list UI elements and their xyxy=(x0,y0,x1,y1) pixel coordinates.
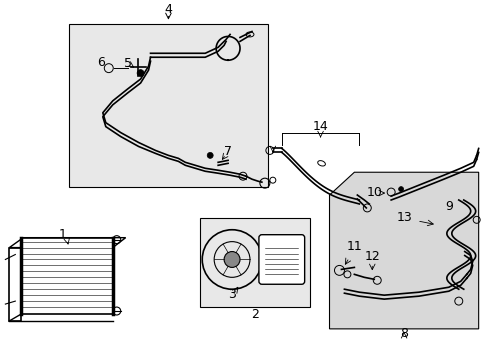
Circle shape xyxy=(207,152,213,158)
Text: 8: 8 xyxy=(399,327,407,340)
Circle shape xyxy=(137,69,144,77)
FancyBboxPatch shape xyxy=(258,235,304,284)
Text: 11: 11 xyxy=(346,240,362,253)
Text: 6: 6 xyxy=(97,56,104,69)
Text: 7: 7 xyxy=(224,145,232,158)
Bar xyxy=(69,23,267,187)
Polygon shape xyxy=(9,238,125,248)
Text: 2: 2 xyxy=(250,307,258,320)
Text: 14: 14 xyxy=(312,120,328,133)
Text: 5: 5 xyxy=(123,57,131,70)
Polygon shape xyxy=(329,172,478,329)
Text: 13: 13 xyxy=(395,211,411,224)
Text: 9: 9 xyxy=(444,201,452,213)
Bar xyxy=(9,248,21,321)
Text: 10: 10 xyxy=(366,185,382,199)
Circle shape xyxy=(398,186,403,192)
Circle shape xyxy=(224,252,240,267)
Text: 12: 12 xyxy=(364,250,379,263)
Bar xyxy=(21,238,113,314)
Text: 4: 4 xyxy=(164,3,172,16)
Bar xyxy=(200,218,309,307)
Text: 1: 1 xyxy=(59,228,67,241)
Text: 3: 3 xyxy=(228,288,236,301)
